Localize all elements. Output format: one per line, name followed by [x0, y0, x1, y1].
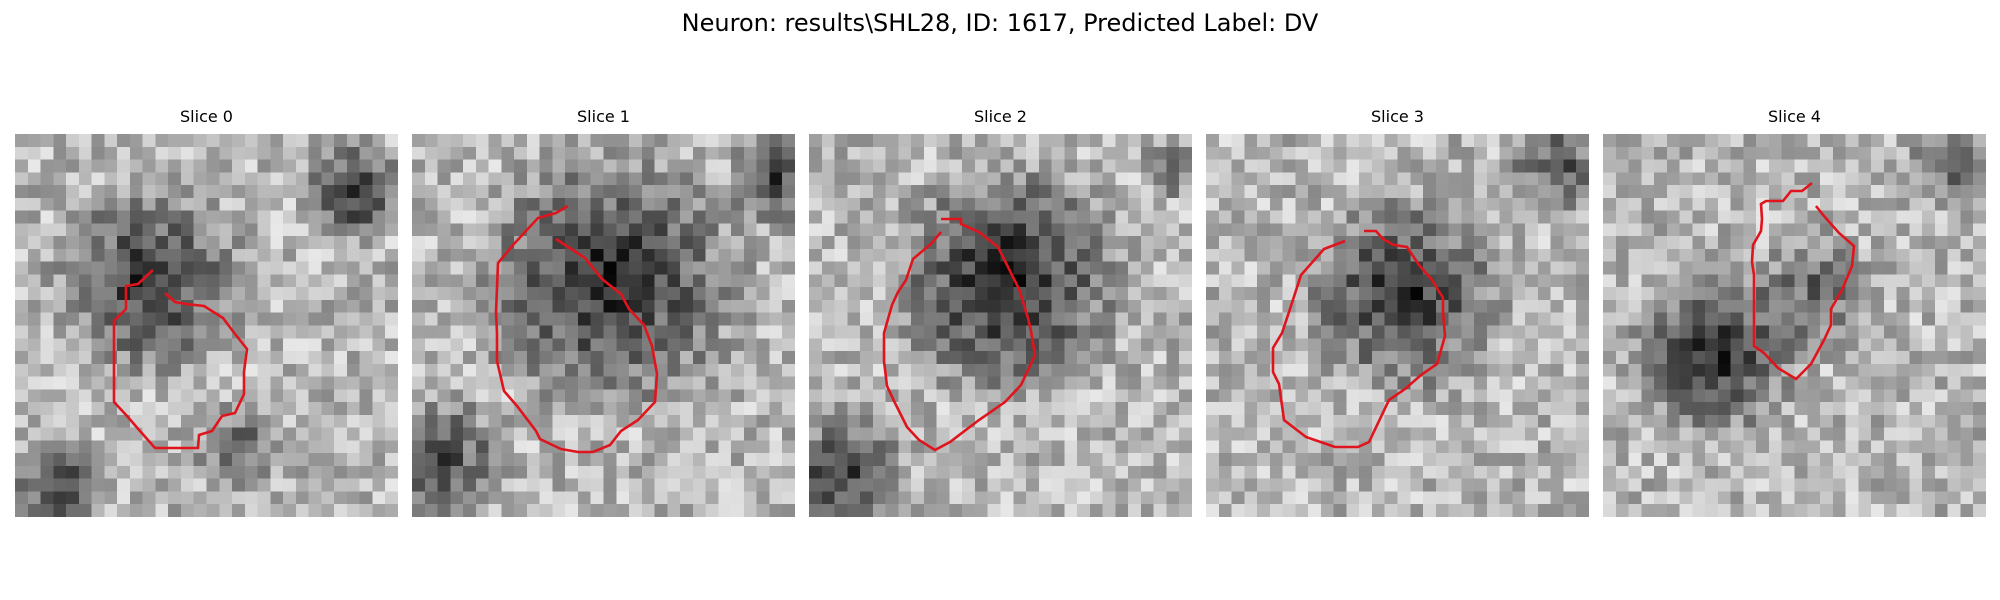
roi-contour-svg: [1750, 181, 1856, 381]
slice-1-pixels: [412, 134, 795, 517]
slice-image: [412, 134, 795, 517]
slice-0-pixels: [15, 134, 398, 517]
roi-contour: [112, 269, 249, 450]
slice-image: [1603, 134, 1986, 517]
slice-title: Slice 0: [180, 107, 233, 126]
slice-panel-0: Slice 0: [15, 106, 398, 517]
roi-contour-svg: [112, 269, 249, 450]
slice-title: Slice 3: [1371, 107, 1424, 126]
slice-image: [1206, 134, 1589, 517]
roi-contour: [882, 217, 1037, 452]
slice-image: [809, 134, 1192, 517]
roi-contour: [1271, 229, 1447, 449]
slice-panel-2: Slice 2: [809, 106, 1192, 517]
slice-3-pixels: [1206, 134, 1589, 517]
slice-title: Slice 2: [974, 107, 1027, 126]
slice-title: Slice 1: [577, 107, 630, 126]
slice-panel-3: Slice 3: [1206, 106, 1589, 517]
slice-2-pixels: [809, 134, 1192, 517]
figure-title: Neuron: results\SHL28, ID: 1617, Predict…: [681, 9, 1319, 37]
roi-contour-svg: [494, 204, 659, 454]
roi-contour: [1750, 181, 1856, 381]
roi-contour-svg: [882, 217, 1037, 452]
slice-4-pixels: [1603, 134, 1986, 517]
slice-title: Slice 4: [1768, 107, 1821, 126]
slice-panel-1: Slice 1: [412, 106, 795, 517]
slice-panel-4: Slice 4: [1603, 106, 1986, 517]
roi-contour-svg: [1271, 229, 1447, 449]
slice-image: [15, 134, 398, 517]
roi-contour: [494, 204, 659, 454]
